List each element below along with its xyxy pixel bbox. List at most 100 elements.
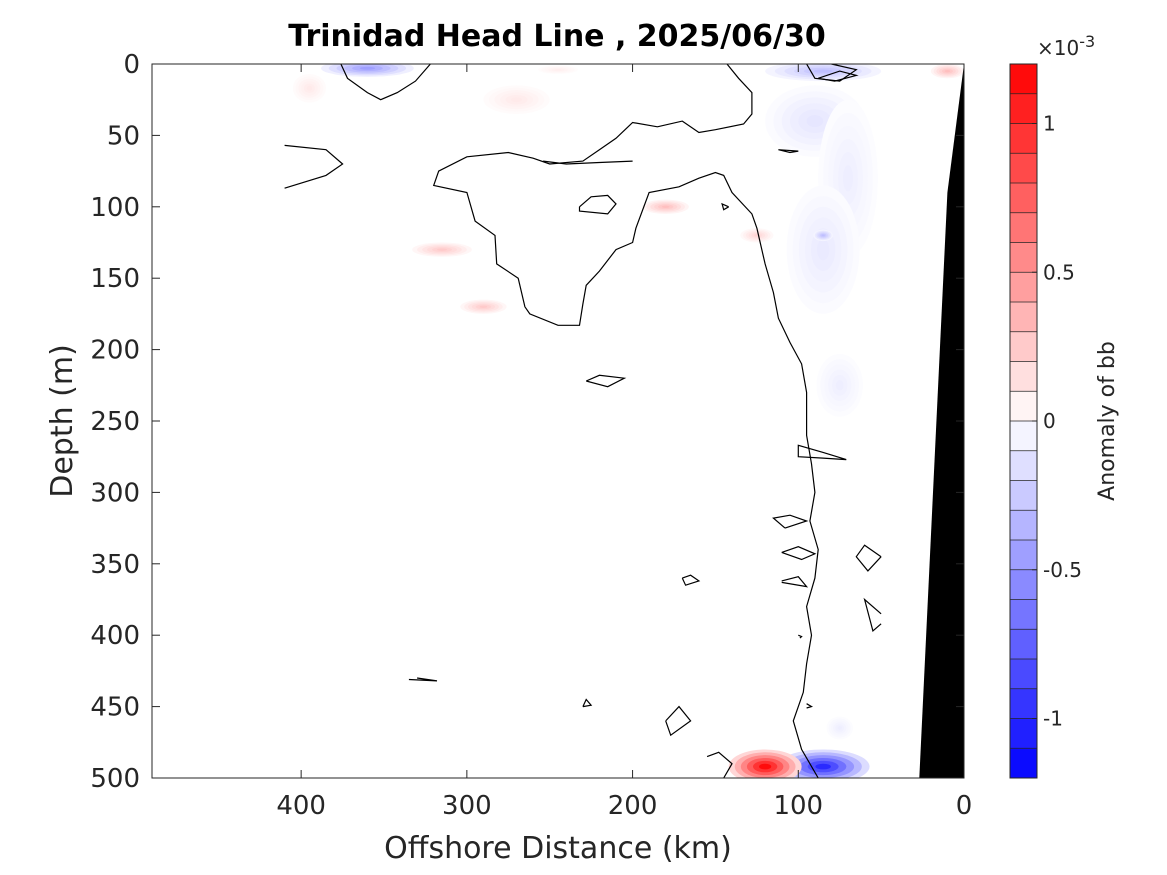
colorbar-swatch [1010, 302, 1037, 333]
colorbar-swatch [1010, 688, 1037, 719]
colorbar-swatch [1010, 123, 1037, 154]
zero-contour-line [818, 70, 859, 82]
colorbar-swatch [1010, 272, 1037, 303]
y-tick-label: 500 [90, 764, 140, 794]
colorbar-swatch [1010, 510, 1037, 541]
colorbar-label: Anomaly of bb [1095, 341, 1120, 501]
zero-contour-line [863, 597, 882, 632]
colorbar-tick-label: 1 [1043, 112, 1056, 136]
colorbar-swatch [1010, 718, 1037, 749]
y-tick-label: 200 [90, 336, 140, 366]
colorbar-tick-label: 0.5 [1043, 260, 1075, 284]
anomaly-patch [511, 97, 523, 103]
colorbar-swatch [1010, 659, 1037, 690]
y-tick-label: 350 [90, 550, 140, 580]
zero-contour-line [806, 703, 814, 709]
y-axis-label: Depth (m) [45, 344, 80, 498]
colorbar-swatch [1010, 64, 1037, 95]
colorbar-swatch [1010, 183, 1037, 214]
anomaly-patch [661, 205, 670, 208]
colorbar-tick-label: 0 [1043, 409, 1056, 433]
zero-contour-line [706, 751, 733, 778]
colorbar-swatch [1010, 599, 1037, 630]
colorbar-swatch [1010, 331, 1037, 362]
zero-contour-line [778, 149, 799, 154]
colorbar-swatch [1010, 540, 1037, 571]
anomaly-patch [837, 726, 842, 730]
anomaly-fill-layer [292, 64, 964, 778]
anomaly-patch [359, 66, 376, 70]
anomaly-patch [306, 85, 313, 91]
zero-contour-line [806, 64, 858, 82]
zero-contour-line [284, 144, 344, 189]
colorbar: 1 0.5 0 -0.5 -1 [1009, 63, 1082, 779]
anomaly-patch [817, 238, 830, 261]
x-tick-label: 100 [773, 791, 823, 821]
colorbar-tick-label: -0.5 [1043, 558, 1082, 582]
zero-contour-line [797, 444, 847, 461]
anomaly-patch [437, 248, 447, 251]
zero-contour-line [582, 698, 593, 708]
colorbar-swatch [1010, 242, 1037, 273]
colorbar-tick-label: -1 [1043, 707, 1063, 731]
colorbar-swatch [1010, 450, 1037, 481]
bathymetry-layer [919, 64, 964, 778]
zero-contour-line [781, 576, 809, 588]
chart-title: Trinidad Head Line , 2025/06/30 [288, 19, 825, 54]
zero-contour-line [772, 514, 809, 529]
y-tick-label: 450 [90, 693, 140, 723]
zero-contour-line [578, 194, 617, 215]
colorbar-exponent-power: -3 [1079, 32, 1095, 51]
y-tick-label: 100 [90, 193, 140, 223]
zero-contour-layer [284, 64, 882, 778]
zero-contour-line [665, 705, 692, 737]
zero-contour-line [340, 64, 431, 101]
y-tick-label: 50 [107, 121, 140, 151]
colorbar-swatch [1010, 569, 1037, 600]
x-tick-label: 300 [442, 791, 492, 821]
colorbar-swatch [1010, 361, 1037, 392]
anomaly-patch [479, 305, 488, 308]
y-tick-label: 150 [90, 264, 140, 294]
colorbar-swatch [1010, 629, 1037, 660]
anomaly-patch [843, 165, 853, 192]
anomaly-patch [815, 763, 831, 770]
anomaly-patch [835, 380, 844, 391]
zero-contour-line [721, 202, 730, 211]
y-tick-label: 400 [90, 621, 140, 651]
colorbar-exponent: ×10-3 [1037, 32, 1095, 60]
colorbar-swatch [1010, 93, 1037, 124]
anomaly-patch [554, 68, 562, 71]
anomaly-patch [759, 763, 772, 770]
y-axis: 0 50 100 150 200 250 300 350 400 450 500 [90, 50, 964, 794]
colorbar-swatch [1010, 391, 1037, 422]
x-axis: 400 300 200 100 0 [276, 64, 972, 821]
anomaly-patch [806, 115, 824, 128]
y-tick-label: 300 [90, 478, 140, 508]
zero-contour-line [681, 574, 701, 586]
colorbar-swatch [1010, 748, 1037, 779]
y-tick-label: 0 [123, 50, 140, 80]
anomaly-patch [821, 234, 825, 237]
x-tick-label: 400 [276, 791, 326, 821]
zero-contour-line [408, 677, 438, 682]
zero-contour-line [798, 634, 803, 639]
zero-contour-line [543, 160, 633, 165]
x-tick-label: 0 [956, 791, 973, 821]
colorbar-swatch [1010, 421, 1037, 452]
zero-contour-line [855, 544, 882, 572]
zero-contour-line [585, 374, 627, 388]
colorbar-swatch [1010, 153, 1037, 184]
x-axis-label: Offshore Distance (km) [384, 831, 732, 866]
zero-contour-line [432, 64, 819, 778]
colorbar-swatch [1010, 212, 1037, 243]
x-tick-label: 200 [608, 791, 658, 821]
y-tick-label: 250 [90, 407, 140, 437]
seafloor-shape [919, 64, 964, 778]
anomaly-patch [813, 69, 833, 73]
zero-contour-line [781, 546, 817, 561]
colorbar-exponent-base: ×10 [1037, 36, 1079, 60]
colorbar-swatch [1010, 480, 1037, 511]
anomaly-patch [944, 69, 951, 73]
